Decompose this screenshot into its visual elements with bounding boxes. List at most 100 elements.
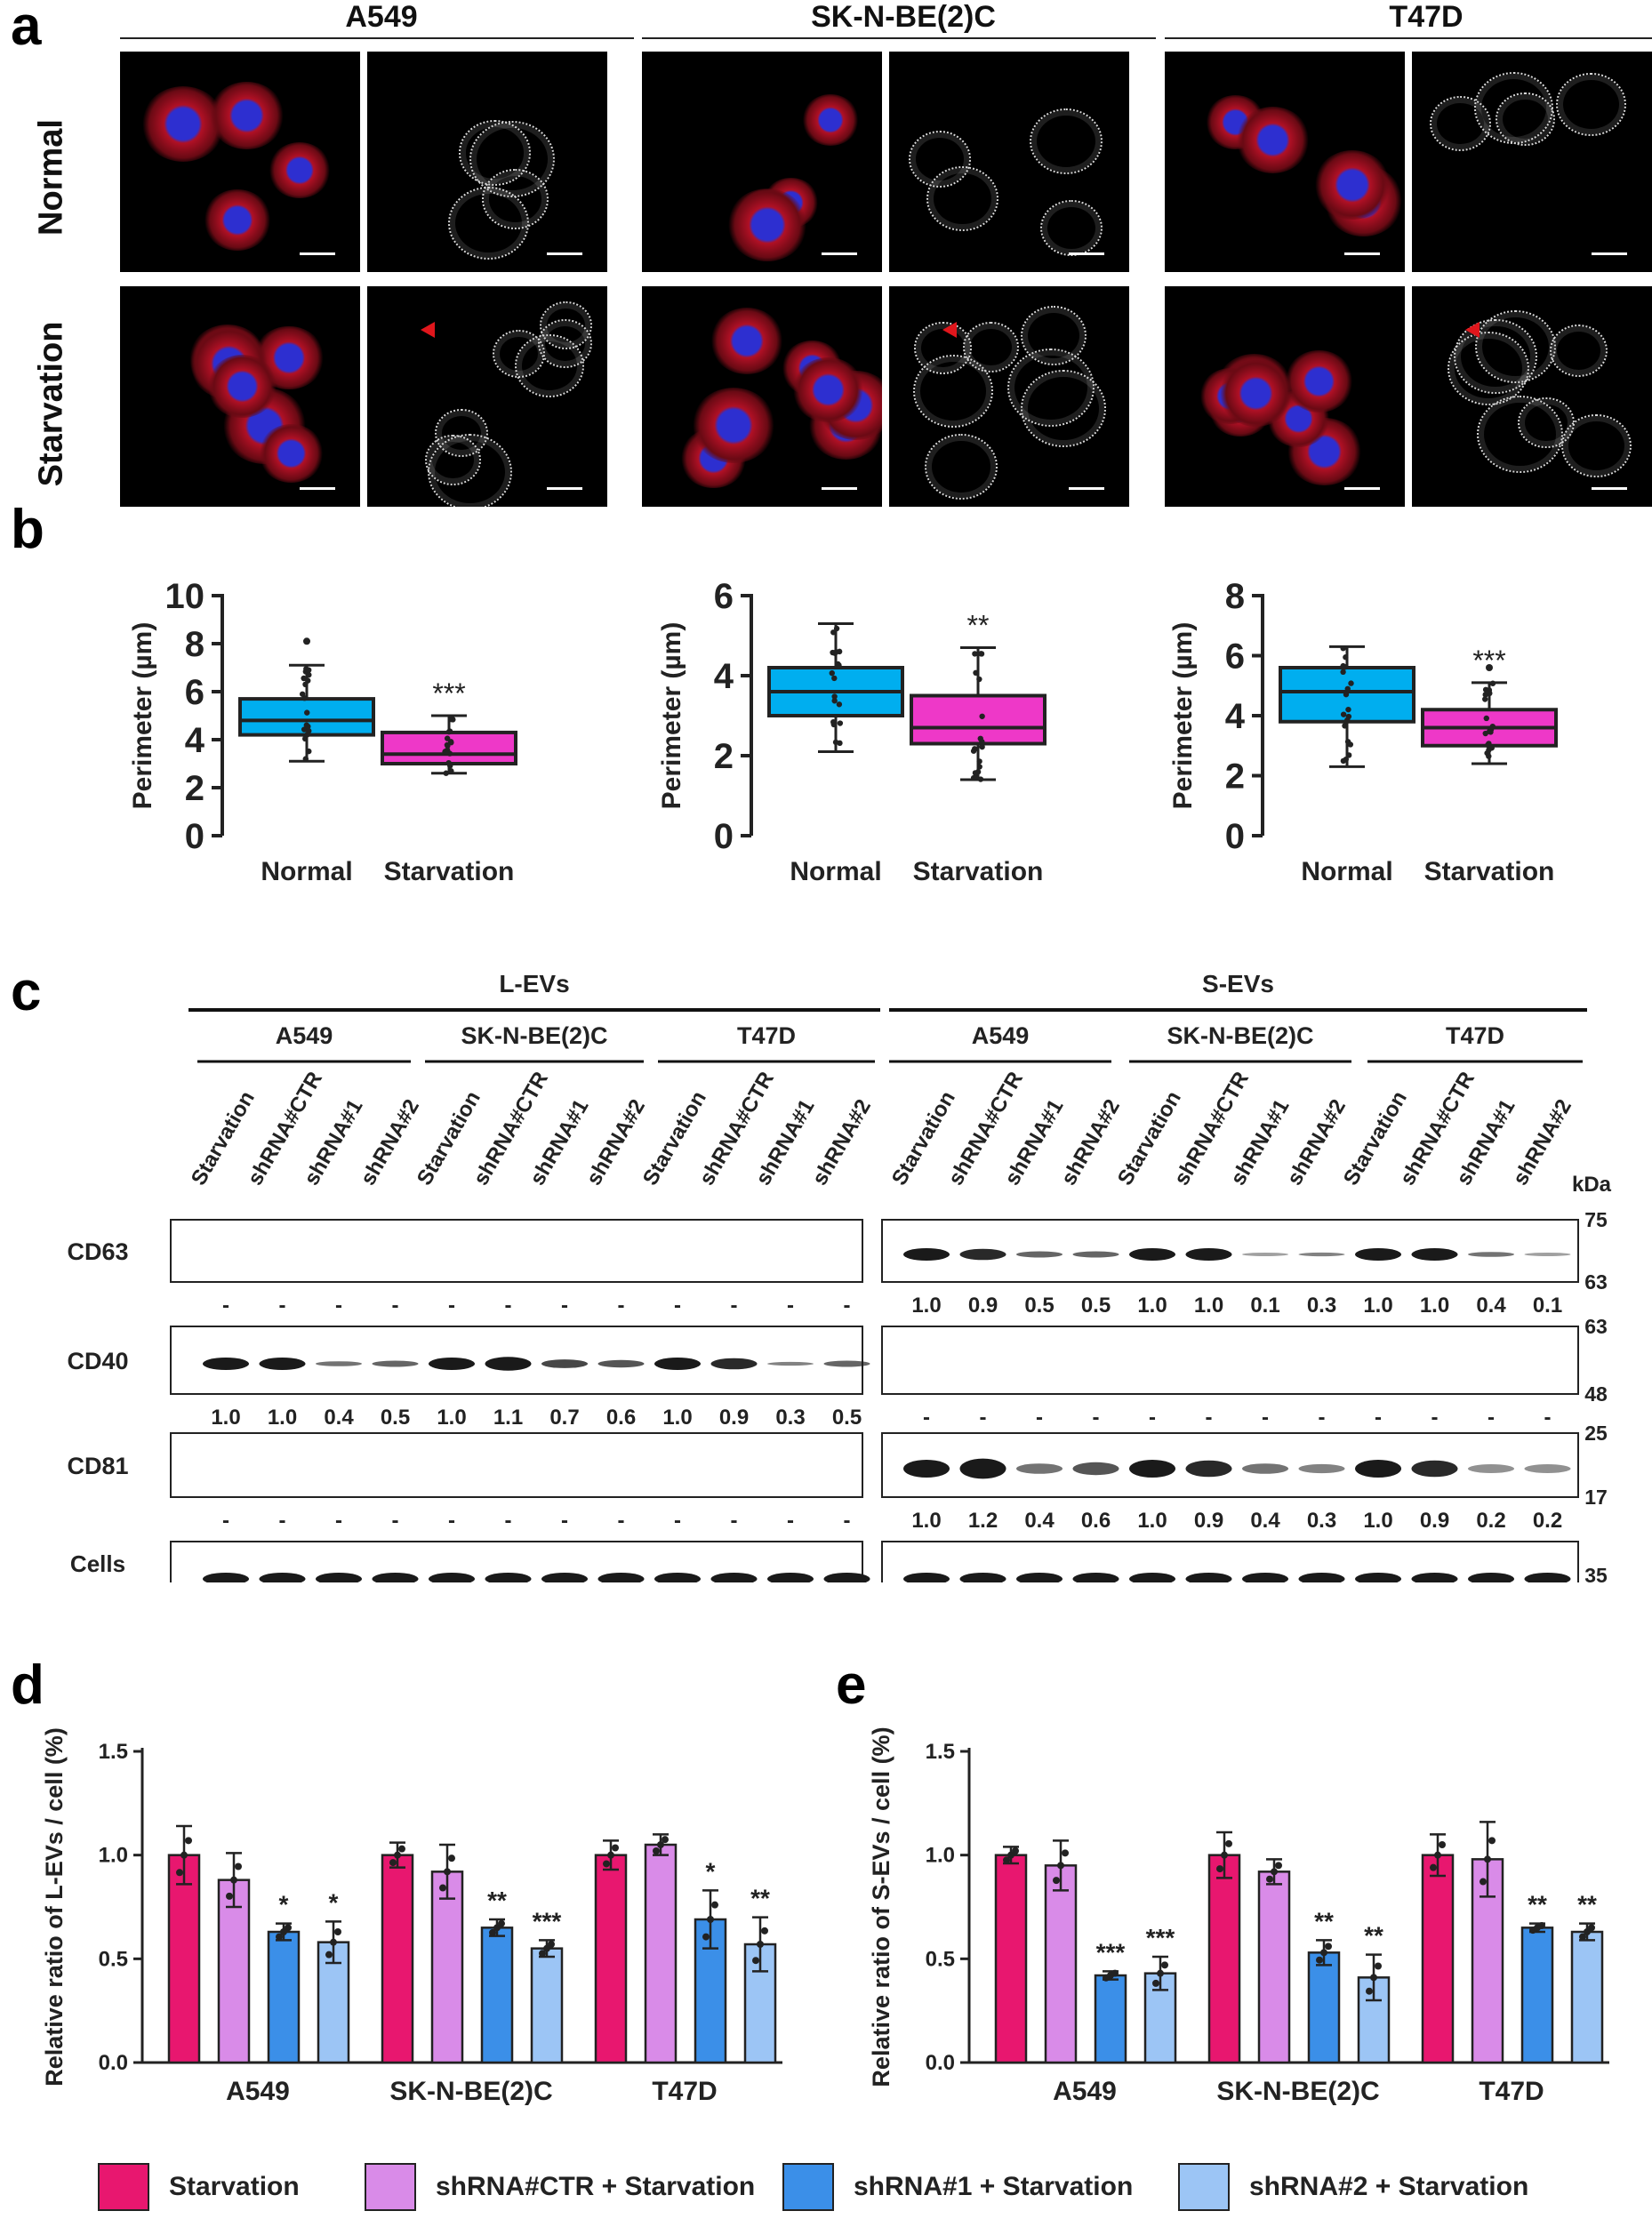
significance-mark: **: [1577, 1891, 1597, 1919]
band-quantification: -: [279, 1294, 286, 1318]
band-quantification: 0.4: [1250, 1509, 1280, 1533]
data-point: [829, 669, 835, 677]
legend-item-shrna-2: shRNA#2 + Starvation: [1178, 2160, 1528, 2214]
band-quantification: -: [335, 1509, 342, 1533]
protein-band: [1185, 1248, 1232, 1261]
data-point: [973, 774, 979, 781]
replicate-point: [702, 1933, 710, 1941]
data-point: [304, 709, 310, 716]
band-quantification: -: [505, 1294, 512, 1318]
merged-micrograph: [1165, 52, 1405, 272]
legend-item-starvation: Starvation: [98, 2160, 300, 2214]
band-quantification: -: [980, 1406, 987, 1430]
replicate-point: [1584, 1928, 1591, 1935]
box-plot-b3: 0 2 4 6 8 Perimeter (µm) Normal Starvation ***: [1168, 577, 1558, 886]
mito-network: [912, 354, 994, 428]
replicate-point: [1375, 1962, 1382, 1970]
band-quantification: 0.9: [968, 1294, 998, 1318]
band-quantification: -: [448, 1509, 455, 1533]
band-quantification: 0.2: [1476, 1509, 1505, 1533]
bar-chart-e: 0.0 0.5 1.0 1.5 Relative ratio of S-EVs / ce…: [868, 1726, 1609, 2106]
significance-mark: ***: [432, 677, 465, 709]
protein-band: [541, 1359, 588, 1368]
bar: [1094, 1974, 1127, 2064]
band-quantification: -: [222, 1294, 229, 1318]
data-point: [442, 748, 449, 755]
scale-bar: [1592, 487, 1627, 490]
replicate-point: [276, 1933, 283, 1941]
bar-chart-d: 0.0 0.5 1.0 1.5 Relative ratio of L-EVs / ce…: [41, 1727, 782, 2106]
protein-band: [1072, 1573, 1119, 1582]
data-point: [977, 776, 984, 782]
legend-swatch: [98, 2163, 149, 2211]
protein-band: [959, 1458, 1006, 1479]
panel-b-letter: b: [11, 499, 44, 560]
data-point: [1342, 723, 1348, 729]
y-tick-label: 0.0: [99, 2051, 128, 2075]
data-point: [1486, 687, 1493, 693]
protein-band: [710, 1358, 758, 1370]
panel-e-letter: e: [836, 1654, 867, 1716]
data-point: [1345, 713, 1352, 720]
replicate-point: [1320, 1949, 1327, 1957]
cell-stain: [268, 142, 331, 199]
protein-band: [710, 1573, 758, 1582]
data-point: [1345, 706, 1351, 713]
replicate-point: [1488, 1837, 1496, 1845]
y-tick-label: 0: [714, 817, 734, 856]
mito-network: [537, 318, 592, 369]
replicate-point: [1366, 1987, 1373, 1995]
data-point: [1489, 723, 1496, 730]
data-point: [1340, 662, 1346, 669]
band-quantification: -: [561, 1294, 568, 1318]
band-quantification: -: [618, 1294, 625, 1318]
replicate-point: [280, 1928, 287, 1935]
replicate-point: [1216, 1865, 1223, 1873]
protein-band: [1072, 1251, 1119, 1258]
protein-band: [1355, 1460, 1401, 1478]
y-tick-label: 2: [185, 769, 204, 808]
protein-band: [1524, 1253, 1571, 1256]
significance-mark: ***: [533, 1907, 562, 1935]
y-axis-label: Relative ratio of L-EVs / cell (%): [41, 1727, 68, 2087]
cell-stain: [206, 355, 277, 419]
data-point: [1340, 669, 1346, 676]
merged-micrograph: [1165, 286, 1405, 507]
mito-network: [492, 330, 546, 379]
cell-line-title: SK-N-BE(2)C: [811, 0, 996, 34]
data-point: [304, 732, 310, 738]
band-quantification: -: [1149, 1406, 1156, 1430]
y-tick-label: 8: [1225, 577, 1245, 616]
replicate-point: [1480, 1878, 1487, 1886]
legend-item-shrna-1: shRNA#1 + Starvation: [782, 2160, 1133, 2214]
replicate-point: [1111, 1969, 1119, 1977]
protein-band: [1185, 1573, 1232, 1582]
data-point: [837, 720, 844, 726]
bar: [1044, 1864, 1078, 2064]
legend-swatch: [365, 2163, 416, 2211]
data-point: [831, 693, 838, 700]
x-category-label: SK-N-BE(2)C: [1216, 2077, 1379, 2106]
replicate-point: [548, 1941, 555, 1948]
data-point: [1347, 741, 1354, 748]
scale-bar: [1069, 487, 1104, 490]
band-quantification: 1.0: [1194, 1294, 1223, 1318]
replicate-point: [1434, 1851, 1441, 1859]
protein-band: [1468, 1252, 1514, 1257]
replicate-point: [1225, 1839, 1232, 1847]
band-quantification: 1.0: [662, 1406, 692, 1430]
scale-bar: [300, 252, 335, 255]
bar: [1570, 1930, 1604, 2064]
replicate-point: [180, 1851, 188, 1859]
cell-stain: [792, 357, 865, 423]
protein-band: [1524, 1464, 1571, 1473]
panel-d-letter: d: [11, 1654, 44, 1716]
band-quantification: 0.9: [1420, 1509, 1449, 1533]
replicate-point: [1370, 1974, 1377, 1982]
x-category-label: Normal: [790, 857, 881, 886]
cell-stain: [691, 387, 776, 464]
y-tick-label: 4: [714, 657, 734, 696]
band-quantification: 1.2: [968, 1509, 998, 1533]
kda-marker: 63: [1584, 1270, 1608, 1294]
data-point: [833, 649, 839, 655]
